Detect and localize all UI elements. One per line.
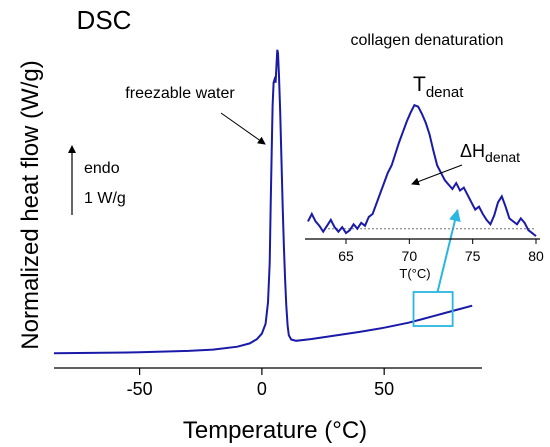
dhdenat-label: ΔHdenat bbox=[460, 141, 520, 165]
inset-x-tick-label: 65 bbox=[338, 248, 354, 264]
freezable-water-arrow bbox=[220, 112, 266, 145]
inset-dsc-curve bbox=[307, 103, 537, 237]
freezable-water-label: freezable water bbox=[125, 85, 235, 102]
tdenat-label: Tdenat bbox=[413, 73, 464, 101]
inset-title: collagen denaturation bbox=[350, 32, 503, 49]
inset-x-axis-label: T(°C) bbox=[399, 266, 430, 281]
inset-x-ticks: 65 70 75 80 bbox=[338, 239, 544, 264]
inset-x-tick-label: 80 bbox=[528, 248, 544, 264]
x-tick-label: 50 bbox=[374, 379, 394, 399]
chart-title: DSC bbox=[77, 5, 132, 35]
x-axis-label: Temperature (°C) bbox=[183, 417, 367, 444]
zoom-highlight-box bbox=[412, 291, 454, 327]
endo-label: endo bbox=[84, 160, 120, 177]
x-tick-label: 0 bbox=[257, 379, 267, 399]
inset-x-tick-label: 70 bbox=[402, 248, 418, 264]
dhdenat-arrow bbox=[411, 164, 463, 186]
tdenat-main: T bbox=[413, 73, 426, 96]
tdenat-subscript: denat bbox=[426, 84, 464, 101]
dhdenat-main: ΔH bbox=[460, 141, 485, 161]
zoom-connector-arrow bbox=[436, 209, 461, 293]
scale-unit-label: 1 W/g bbox=[84, 190, 126, 207]
dhdenat-subscript: denat bbox=[485, 149, 520, 165]
main-dsc-curve bbox=[53, 49, 473, 355]
inset-x-tick-label: 75 bbox=[465, 248, 481, 264]
main-x-ticks: -50 0 50 bbox=[127, 368, 394, 399]
x-tick-label: -50 bbox=[127, 379, 153, 399]
y-axis-label: Normalized heat flow (W/g) bbox=[17, 60, 44, 349]
